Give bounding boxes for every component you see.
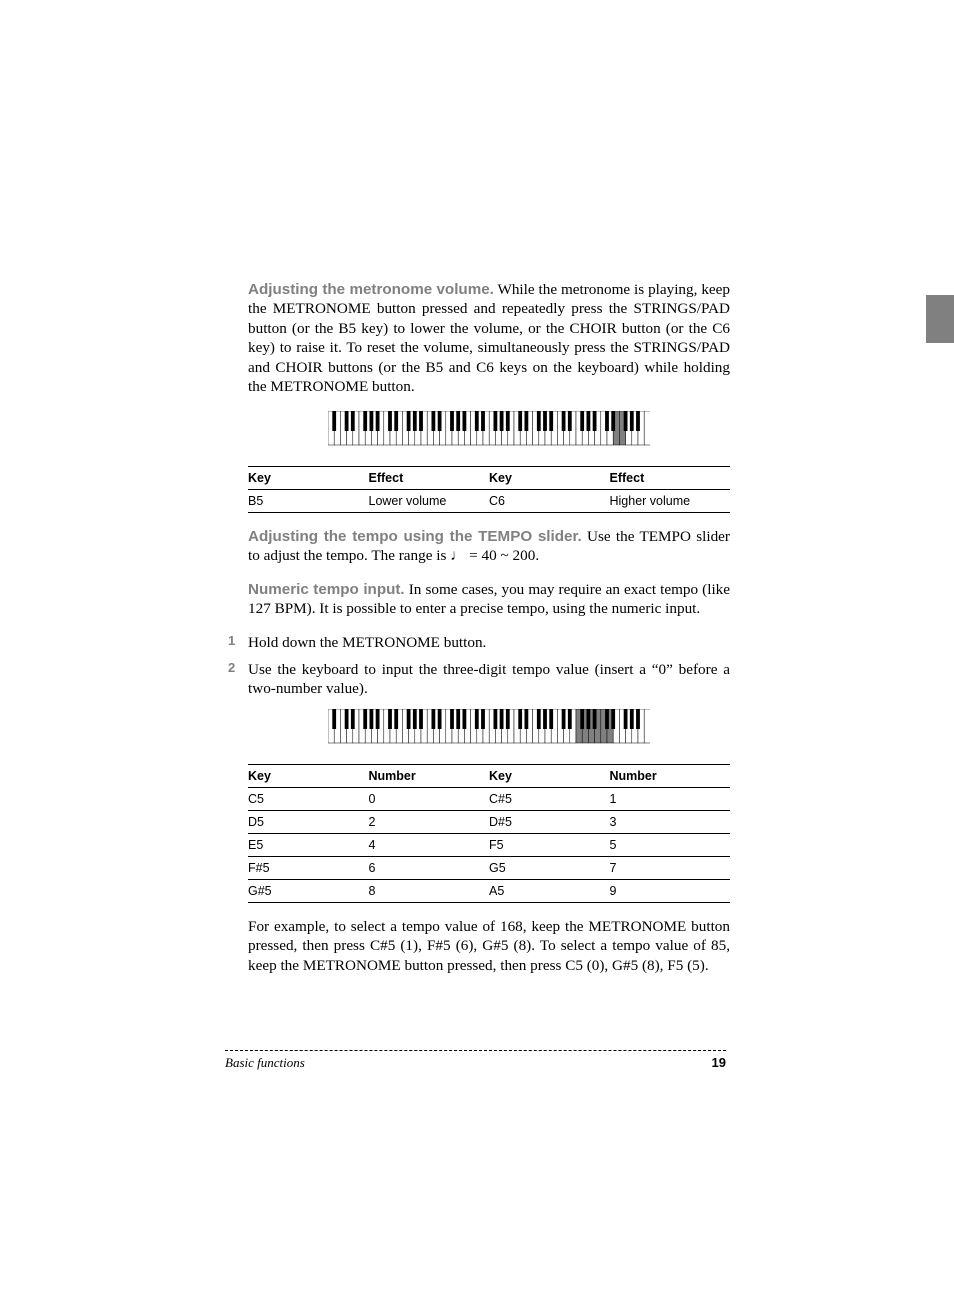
- table-cell: Higher volume: [610, 489, 731, 512]
- table-cell: E5: [248, 833, 369, 856]
- table-cell: G#5: [248, 879, 369, 902]
- side-tab: [926, 295, 954, 343]
- table-header: Number: [610, 764, 731, 787]
- table-cell: 9: [610, 879, 731, 902]
- run-in-tempo-slider: Adjusting the tempo using the TEMPO slid…: [248, 528, 582, 545]
- table-row: C50C#51: [248, 787, 730, 810]
- key-number-table: KeyNumberKeyNumberC50C#51D52D#53E54F55F#…: [248, 764, 730, 903]
- table-header: Number: [369, 764, 490, 787]
- para-tempo-slider: Adjusting the tempo using the TEMPO slid…: [248, 527, 730, 566]
- table-cell: C#5: [489, 787, 610, 810]
- table-cell: A5: [489, 879, 610, 902]
- table-header: Effect: [369, 466, 490, 489]
- body-volume: While the metronome is playing, keep the…: [248, 281, 730, 395]
- table-row: G#58A59: [248, 879, 730, 902]
- para-closing: For example, to select a tempo value of …: [248, 917, 730, 975]
- main-content: Adjusting the metronome volume. While th…: [248, 280, 730, 989]
- quarter-note-icon: ♩: [450, 547, 465, 564]
- table-cell: G5: [489, 856, 610, 879]
- table-cell: D#5: [489, 810, 610, 833]
- table-cell: 3: [610, 810, 731, 833]
- para-numeric-input: Numeric tempo input. In some cases, you …: [248, 580, 730, 619]
- table-cell: F5: [489, 833, 610, 856]
- keyboard-diagram-2: [248, 709, 730, 750]
- page-number: 19: [712, 1055, 726, 1070]
- table-row: F#56G57: [248, 856, 730, 879]
- step-text: Use the keyboard to input the three-digi…: [248, 661, 730, 697]
- table-cell: 6: [369, 856, 490, 879]
- table-header: Key: [248, 466, 369, 489]
- table-cell: F#5: [248, 856, 369, 879]
- keyboard-diagram-1: [248, 411, 730, 452]
- table-cell: 4: [369, 833, 490, 856]
- step-text: Hold down the METRONOME button.: [248, 634, 486, 651]
- run-in-numeric: Numeric tempo input.: [248, 581, 405, 598]
- page-footer: 19 Basic functions: [225, 1050, 726, 1071]
- step-item: 1Hold down the METRONOME button.: [248, 633, 730, 652]
- run-in-volume: Adjusting the metronome volume.: [248, 281, 494, 298]
- key-effect-table: KeyEffectKeyEffectB5Lower volumeC6Higher…: [248, 466, 730, 513]
- table-cell: C6: [489, 489, 610, 512]
- table-cell: B5: [248, 489, 369, 512]
- step-number: 2: [228, 660, 235, 677]
- table-cell: 8: [369, 879, 490, 902]
- table-cell: 7: [610, 856, 731, 879]
- table-row: B5Lower volumeC6Higher volume: [248, 489, 730, 512]
- steps-list: 1Hold down the METRONOME button. 2Use the…: [248, 633, 730, 699]
- para-metronome-volume: Adjusting the metronome volume. While th…: [248, 280, 730, 397]
- table-header: Key: [489, 764, 610, 787]
- table-cell: C5: [248, 787, 369, 810]
- table-cell: 1: [610, 787, 731, 810]
- step-number: 1: [228, 633, 235, 650]
- table-row: E54F55: [248, 833, 730, 856]
- table-header: Effect: [610, 466, 731, 489]
- table-header: Key: [489, 466, 610, 489]
- table-cell: Lower volume: [369, 489, 490, 512]
- table-cell: 2: [369, 810, 490, 833]
- step-item: 2Use the keyboard to input the three-dig…: [248, 660, 730, 699]
- footer-section: Basic functions: [225, 1055, 305, 1070]
- body-tempo-slider-b: = 40 ~ 200.: [465, 547, 539, 564]
- table-cell: D5: [248, 810, 369, 833]
- table-header: Key: [248, 764, 369, 787]
- table-cell: 5: [610, 833, 731, 856]
- table-row: D52D#53: [248, 810, 730, 833]
- table-cell: 0: [369, 787, 490, 810]
